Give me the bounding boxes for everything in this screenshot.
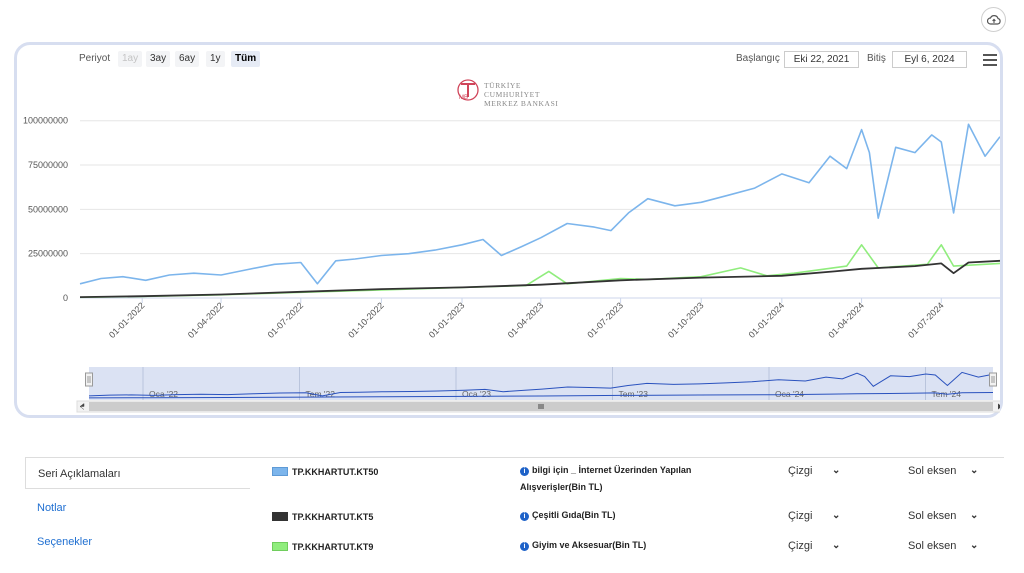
chevron-down-icon[interactable]: ⌄	[970, 510, 979, 521]
x-tick-label: 01-07-2022	[266, 300, 306, 340]
series-code: TP.KKHARTUT.KT9	[292, 542, 374, 552]
navigator-label: Tem '23	[619, 389, 649, 399]
series-type-select[interactable]: Çizgi	[788, 465, 813, 477]
tab-options[interactable]: Seçenekler	[37, 536, 93, 548]
series-description-text: Giyim ve Aksesuar(Bin TL)	[532, 540, 647, 550]
range-button-tum[interactable]: Tüm	[231, 51, 261, 67]
tab-notes[interactable]: Notlar	[37, 502, 67, 514]
logo-line-2: MERKEZ BANKASI	[484, 99, 559, 108]
y-tick-label: 100000000	[23, 116, 68, 126]
info-icon[interactable]: i	[520, 512, 529, 521]
navigator-series-line	[88, 371, 994, 397]
start-date-label: Başlangıç	[736, 53, 780, 64]
series-description-text: bilgi için _ İnternet Üzerinden Yapılan …	[520, 465, 692, 492]
y-tick-label: 75000000	[28, 160, 68, 170]
x-tick-label: 01-01-2022	[107, 300, 147, 340]
series-code: TP.KKHARTUT.KT50	[292, 467, 379, 477]
series-color-swatch	[272, 467, 288, 476]
x-tick-label: 01-07-2023	[585, 300, 625, 340]
series-axis-select[interactable]: Sol eksen	[908, 540, 957, 552]
series-color-swatch	[272, 542, 288, 551]
navigator-label: Oca '23	[462, 389, 491, 399]
series-color-swatch	[272, 512, 288, 521]
range-button-6ay[interactable]: 6ay	[175, 51, 200, 67]
scroll-left-arrow-icon[interactable]	[79, 403, 85, 410]
x-tick-label: 01-01-2024	[747, 300, 787, 340]
tcmb-logo-text: TÜRKİYE CUMHURİYET MERKEZ BANKASI	[484, 81, 574, 108]
line-chart[interactable]: 0 25000000 50000000 75000000 100000000 01-01-…	[17, 45, 1000, 415]
x-tick-label: 01-04-2023	[506, 300, 546, 340]
series-type-select[interactable]: Çizgi	[788, 540, 813, 552]
chart-toolbar: Periyot 1ay 3ay 6ay 1y Tüm Başlangıç Eki…	[17, 45, 1000, 81]
series-description: i Çeşitli Gıda(Bin TL)	[520, 507, 756, 524]
series-line-tp-kkhartut-kt50	[79, 123, 1000, 285]
y-tick-label: 50000000	[28, 204, 68, 214]
navigator-handle[interactable]	[85, 372, 93, 387]
cloud-upload-icon	[986, 14, 1001, 25]
period-label: Periyot	[79, 53, 111, 64]
scroll-right-arrow-icon[interactable]	[998, 403, 1000, 410]
y-tick-label: 25000000	[28, 249, 68, 259]
range-button-1y[interactable]: 1y	[206, 51, 225, 67]
x-tick-label: 01-01-2023	[427, 300, 467, 340]
series-axis-select[interactable]: Sol eksen	[908, 465, 957, 477]
chevron-down-icon[interactable]: ⌄	[832, 540, 841, 551]
series-axis-select[interactable]: Sol eksen	[908, 510, 957, 522]
end-date-label: Bitiş	[867, 53, 886, 64]
navigator-series-line	[88, 392, 994, 399]
info-icon[interactable]: i	[520, 467, 529, 476]
chevron-down-icon[interactable]: ⌄	[970, 540, 979, 551]
logo-line-1: TÜRKİYE CUMHURİYET	[484, 81, 540, 99]
series-line-tp-kkhartut-kt5	[79, 259, 1000, 298]
end-date-input[interactable]: Eyl 6, 2024	[892, 51, 967, 68]
x-tick-label: 01-04-2022	[186, 300, 226, 340]
start-date-input[interactable]: Eki 22, 2021	[784, 51, 859, 68]
download-button[interactable]	[981, 7, 1006, 32]
series-description-text: Çeşitli Gıda(Bin TL)	[532, 510, 616, 520]
navigator-label: Oca '24	[775, 389, 804, 399]
range-button-3ay[interactable]: 3ay	[146, 51, 171, 67]
chevron-down-icon[interactable]: ⌄	[832, 465, 841, 476]
x-tick-label: 01-04-2024	[826, 300, 866, 340]
tcmb-seal-icon: MB	[457, 79, 479, 101]
svg-text:MB: MB	[459, 95, 468, 101]
tab-series-descriptions[interactable]: Seri Açıklamaları	[25, 457, 250, 489]
range-button-1ay[interactable]: 1ay	[118, 51, 143, 67]
navigator-label: Tem '22	[306, 389, 336, 399]
series-type-select[interactable]: Çizgi	[788, 510, 813, 522]
tcmb-logo: MB TÜRKİYE CUMHURİYET MERKEZ BANKASI	[454, 77, 574, 108]
series-description: i Giyim ve Aksesuar(Bin TL)	[520, 537, 756, 554]
series-description: i bilgi için _ İnternet Üzerinden Yapılan…	[520, 462, 756, 496]
series-line-tp-kkhartut-kt9	[79, 244, 1000, 299]
chart-menu-icon[interactable]	[983, 54, 997, 66]
chevron-down-icon[interactable]: ⌄	[970, 465, 979, 476]
y-tick-label: 0	[63, 293, 68, 303]
chart-container: Periyot 1ay 3ay 6ay 1y Tüm Başlangıç Eki…	[14, 42, 1003, 418]
navigator-label: Oca '22	[149, 389, 178, 399]
chevron-down-icon[interactable]: ⌄	[832, 510, 841, 521]
series-table-divider	[248, 457, 1004, 458]
x-tick-label: 01-10-2023	[666, 300, 706, 340]
x-tick-label: 01-07-2024	[906, 300, 946, 340]
info-icon[interactable]: i	[520, 542, 529, 551]
series-tabs: Seri Açıklamaları Notlar Seçenekler	[25, 457, 250, 573]
series-code: TP.KKHARTUT.KT5	[292, 512, 374, 522]
navigator-handle[interactable]	[989, 372, 997, 387]
x-tick-label: 01-10-2022	[346, 300, 386, 340]
